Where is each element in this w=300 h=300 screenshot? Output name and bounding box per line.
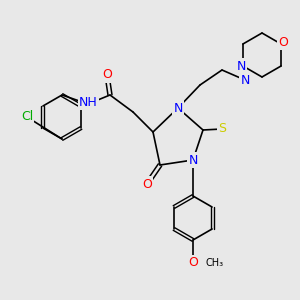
Text: O: O bbox=[188, 256, 198, 269]
Text: N: N bbox=[236, 59, 246, 73]
Text: O: O bbox=[278, 35, 288, 49]
Text: N: N bbox=[173, 101, 183, 115]
Text: N: N bbox=[188, 154, 198, 166]
Text: Cl: Cl bbox=[21, 110, 33, 124]
Text: N: N bbox=[240, 74, 250, 86]
Text: S: S bbox=[218, 122, 226, 136]
Text: CH₃: CH₃ bbox=[205, 258, 223, 268]
Text: O: O bbox=[142, 178, 152, 190]
Text: NH: NH bbox=[79, 95, 98, 109]
Text: O: O bbox=[102, 68, 112, 82]
